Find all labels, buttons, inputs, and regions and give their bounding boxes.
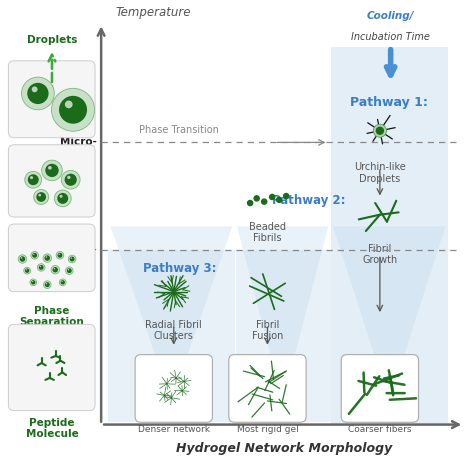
Circle shape — [27, 83, 48, 104]
Circle shape — [24, 267, 30, 274]
Polygon shape — [110, 227, 232, 401]
Circle shape — [68, 269, 69, 270]
Circle shape — [61, 170, 80, 189]
Circle shape — [70, 256, 74, 262]
Circle shape — [57, 253, 63, 258]
Circle shape — [40, 266, 41, 267]
FancyBboxPatch shape — [229, 355, 306, 422]
Circle shape — [25, 171, 42, 188]
Circle shape — [36, 192, 46, 202]
Text: Pathway 2:: Pathway 2: — [272, 194, 346, 207]
Circle shape — [56, 252, 64, 259]
Circle shape — [55, 190, 71, 207]
Circle shape — [67, 176, 71, 179]
Text: Micro-: Micro- — [60, 137, 97, 147]
Circle shape — [30, 279, 36, 286]
Text: Temperature: Temperature — [115, 6, 191, 19]
Text: Incubation Time: Incubation Time — [351, 32, 430, 42]
Text: Pathway 1:: Pathway 1: — [350, 96, 428, 109]
Circle shape — [54, 268, 55, 269]
Circle shape — [48, 166, 52, 170]
Circle shape — [61, 280, 65, 284]
Text: Peptide
Molecule: Peptide Molecule — [26, 418, 78, 439]
Circle shape — [46, 283, 47, 284]
Circle shape — [30, 176, 33, 179]
Circle shape — [18, 255, 27, 263]
Text: Pathway 3:: Pathway 3: — [143, 262, 217, 275]
Circle shape — [276, 197, 283, 203]
Circle shape — [45, 164, 59, 177]
Text: Phase
Separation: Phase Separation — [19, 306, 84, 327]
Circle shape — [34, 190, 49, 204]
Circle shape — [43, 254, 52, 262]
Text: Coarser fibers: Coarser fibers — [348, 425, 411, 434]
Circle shape — [32, 253, 37, 258]
Circle shape — [20, 256, 25, 262]
Text: Cooling/: Cooling/ — [367, 11, 414, 21]
Text: Radial Fibril
Clusters: Radial Fibril Clusters — [146, 319, 202, 341]
Circle shape — [71, 257, 72, 259]
Circle shape — [31, 252, 38, 259]
Circle shape — [376, 127, 384, 135]
Text: Hydrogel Network Morphology: Hydrogel Network Morphology — [176, 442, 392, 455]
Polygon shape — [108, 250, 235, 422]
Circle shape — [247, 200, 254, 206]
Circle shape — [21, 257, 22, 259]
Circle shape — [58, 254, 60, 255]
Circle shape — [62, 281, 63, 282]
Circle shape — [51, 265, 59, 274]
FancyBboxPatch shape — [135, 355, 212, 422]
Text: Denser network: Denser network — [138, 425, 210, 434]
Text: Urchin-like
Droplets: Urchin-like Droplets — [354, 163, 406, 184]
Text: Fibril
Growth: Fibril Growth — [362, 244, 398, 265]
Circle shape — [57, 193, 68, 204]
Circle shape — [59, 279, 66, 286]
Circle shape — [254, 195, 260, 201]
Circle shape — [42, 160, 62, 181]
Circle shape — [31, 280, 36, 284]
Circle shape — [45, 282, 50, 287]
Circle shape — [65, 100, 73, 108]
FancyBboxPatch shape — [9, 324, 95, 410]
Text: Droplets: Droplets — [27, 35, 77, 45]
Text: Most rigid gel: Most rigid gel — [237, 425, 298, 434]
Text: Beaded
Fibrils: Beaded Fibrils — [249, 222, 286, 243]
Circle shape — [33, 254, 35, 255]
Text: Fibril
Fusion: Fibril Fusion — [252, 319, 283, 341]
Circle shape — [64, 173, 77, 186]
Circle shape — [374, 124, 386, 137]
Circle shape — [38, 194, 41, 196]
Circle shape — [39, 265, 44, 270]
Circle shape — [283, 193, 290, 199]
Circle shape — [32, 86, 37, 92]
Text: Phase Transition: Phase Transition — [138, 126, 219, 136]
Circle shape — [67, 268, 72, 273]
Circle shape — [261, 199, 267, 205]
Circle shape — [32, 281, 33, 282]
Circle shape — [269, 194, 275, 200]
Circle shape — [21, 77, 55, 110]
Polygon shape — [236, 250, 331, 422]
Circle shape — [52, 88, 95, 131]
Polygon shape — [333, 227, 446, 401]
Circle shape — [60, 195, 63, 198]
Circle shape — [46, 256, 47, 258]
Circle shape — [28, 174, 39, 185]
Circle shape — [37, 264, 45, 271]
FancyBboxPatch shape — [9, 224, 95, 292]
Polygon shape — [237, 227, 328, 401]
Circle shape — [53, 267, 58, 273]
Bar — [331, 47, 448, 425]
Circle shape — [26, 269, 27, 271]
Circle shape — [45, 255, 50, 261]
Circle shape — [25, 268, 29, 273]
Circle shape — [65, 267, 73, 274]
FancyBboxPatch shape — [9, 145, 95, 217]
Circle shape — [68, 255, 76, 263]
Circle shape — [44, 281, 51, 289]
FancyBboxPatch shape — [9, 61, 95, 138]
Circle shape — [59, 96, 87, 124]
Text: Nano-: Nano- — [62, 245, 97, 255]
FancyBboxPatch shape — [341, 355, 419, 422]
